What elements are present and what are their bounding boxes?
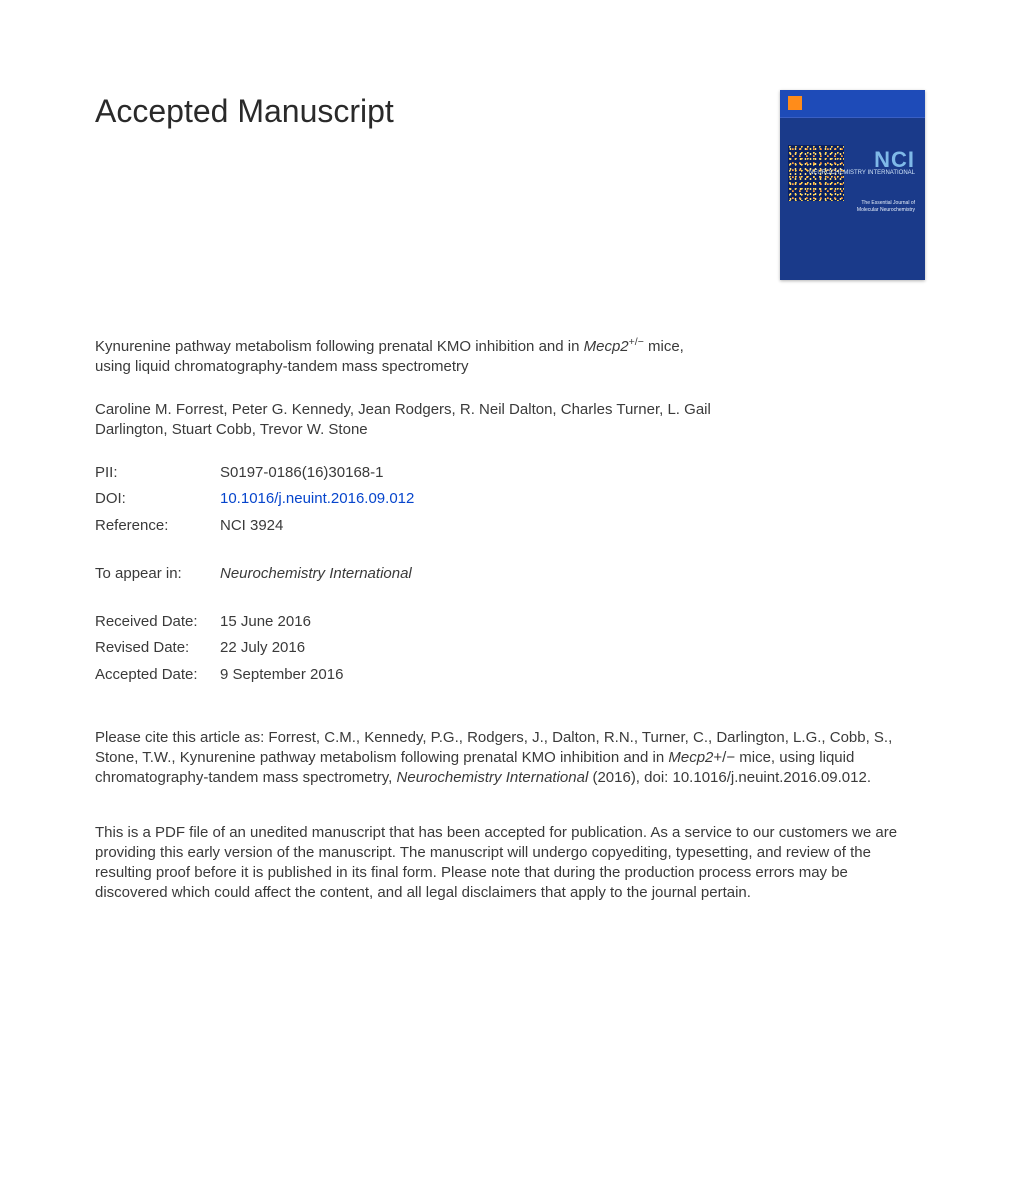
metadata-table: PII: S0197-0186(16)30168-1 DOI: 10.1016/…	[95, 460, 414, 539]
appear-value: Neurochemistry International	[220, 561, 412, 587]
cover-journal-name: NEUROCHEMISTRY INTERNATIONAL	[809, 170, 915, 177]
table-row: PII: S0197-0186(16)30168-1	[95, 460, 414, 486]
revised-label: Revised Date:	[95, 635, 220, 661]
table-row: DOI: 10.1016/j.neuint.2016.09.012	[95, 486, 414, 512]
revised-value: 22 July 2016	[220, 635, 343, 661]
table-row: To appear in: Neurochemistry Internation…	[95, 561, 412, 587]
journal-cover-thumbnail: NCI NEUROCHEMISTRY INTERNATIONAL The Ess…	[780, 90, 925, 280]
received-value: 15 June 2016	[220, 609, 343, 635]
author-list: Caroline M. Forrest, Peter G. Kennedy, J…	[95, 400, 735, 441]
title-text-pre: Kynurenine pathway metabolism following …	[95, 338, 584, 355]
appear-label: To appear in:	[95, 561, 220, 587]
title-superscript: +/−	[629, 336, 644, 348]
table-row: Accepted Date: 9 September 2016	[95, 662, 343, 688]
received-label: Received Date:	[95, 609, 220, 635]
citation-block: Please cite this article as: Forrest, C.…	[95, 728, 920, 789]
appear-table: To appear in: Neurochemistry Internation…	[95, 561, 412, 587]
doi-label: DOI:	[95, 486, 220, 512]
pii-label: PII:	[95, 460, 220, 486]
reference-value: NCI 3924	[220, 513, 414, 539]
reference-label: Reference:	[95, 513, 220, 539]
citation-gene: Mecp2	[668, 749, 713, 766]
table-row: Reference: NCI 3924	[95, 513, 414, 539]
dates-table: Received Date: 15 June 2016 Revised Date…	[95, 609, 343, 688]
page-title: Accepted Manuscript	[95, 90, 394, 133]
title-gene-name: Mecp2	[584, 338, 629, 355]
citation-journal: Neurochemistry International	[397, 769, 589, 786]
header-row: Accepted Manuscript NCI NEUROCHEMISTRY I…	[95, 90, 925, 280]
disclaimer-text: This is a PDF file of an unedited manusc…	[95, 823, 920, 904]
doi-link[interactable]: 10.1016/j.neuint.2016.09.012	[220, 490, 414, 507]
cover-tagline: The Essential Journal of Molecular Neuro…	[855, 200, 915, 213]
pii-value: S0197-0186(16)30168-1	[220, 460, 414, 486]
accepted-label: Accepted Date:	[95, 662, 220, 688]
citation-superscript: +/−	[713, 749, 735, 766]
publisher-logo-icon	[788, 96, 802, 110]
article-title: Kynurenine pathway metabolism following …	[95, 335, 715, 378]
citation-post: (2016), doi: 10.1016/j.neuint.2016.09.01…	[588, 769, 871, 786]
table-row: Received Date: 15 June 2016	[95, 609, 343, 635]
table-row: Revised Date: 22 July 2016	[95, 635, 343, 661]
accepted-value: 9 September 2016	[220, 662, 343, 688]
